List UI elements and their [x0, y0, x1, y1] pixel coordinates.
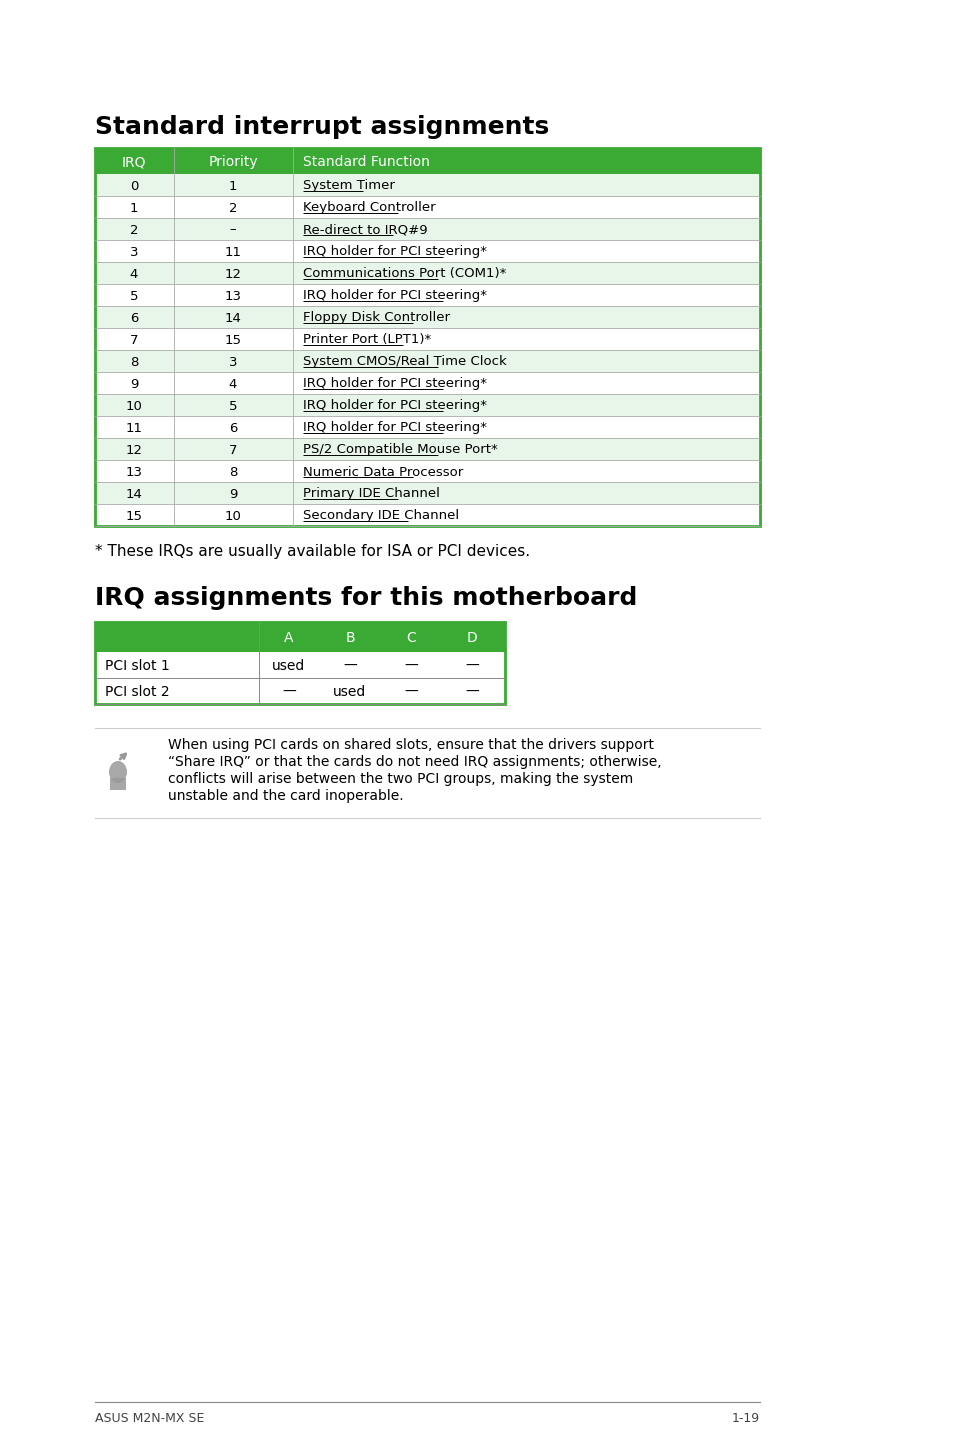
- Text: 14: 14: [224, 312, 241, 325]
- Text: ASUS M2N-MX SE: ASUS M2N-MX SE: [95, 1412, 204, 1425]
- Text: 11: 11: [126, 421, 142, 434]
- Text: IRQ assignments for this motherboard: IRQ assignments for this motherboard: [95, 587, 637, 610]
- Text: 1: 1: [130, 201, 138, 214]
- Text: IRQ: IRQ: [122, 155, 146, 170]
- Text: 11: 11: [224, 246, 241, 259]
- Text: IRQ holder for PCI steering*: IRQ holder for PCI steering*: [303, 246, 486, 259]
- Text: 4: 4: [130, 267, 138, 280]
- Text: PCI slot 1: PCI slot 1: [105, 659, 170, 673]
- Text: Secondary IDE Channel: Secondary IDE Channel: [303, 509, 458, 522]
- Text: B: B: [345, 631, 355, 646]
- Text: used: used: [273, 659, 305, 673]
- Text: unstable and the card inoperable.: unstable and the card inoperable.: [168, 789, 403, 802]
- Text: * These IRQs are usually available for ISA or PCI devices.: * These IRQs are usually available for I…: [95, 544, 530, 559]
- Text: 13: 13: [224, 289, 241, 302]
- Bar: [95, 623, 504, 705]
- Text: 5: 5: [229, 400, 237, 413]
- Bar: [95, 328, 760, 349]
- Text: 8: 8: [229, 466, 237, 479]
- Text: IRQ holder for PCI steering*: IRQ holder for PCI steering*: [303, 289, 486, 302]
- Text: 6: 6: [130, 312, 138, 325]
- Text: IRQ holder for PCI steering*: IRQ holder for PCI steering*: [303, 378, 486, 391]
- Text: Keyboard Controller: Keyboard Controller: [303, 201, 436, 214]
- Text: 15: 15: [126, 509, 142, 522]
- Bar: [110, 778, 126, 789]
- Bar: [95, 503, 760, 526]
- Text: 1: 1: [229, 180, 237, 193]
- Text: PS/2 Compatible Mouse Port*: PS/2 Compatible Mouse Port*: [303, 443, 497, 456]
- Text: —: —: [465, 684, 478, 699]
- Text: System CMOS/Real Time Clock: System CMOS/Real Time Clock: [303, 355, 506, 368]
- Text: IRQ holder for PCI steering*: IRQ holder for PCI steering*: [303, 421, 486, 434]
- Text: —: —: [282, 684, 295, 699]
- Text: Floppy Disk Controller: Floppy Disk Controller: [303, 312, 450, 325]
- Text: 12: 12: [126, 443, 142, 456]
- Text: 7: 7: [229, 443, 237, 456]
- Text: 8: 8: [130, 355, 138, 368]
- Text: PCI slot 2: PCI slot 2: [105, 684, 170, 699]
- Bar: [95, 394, 760, 416]
- Text: 7: 7: [130, 334, 138, 347]
- Text: A: A: [284, 631, 294, 646]
- Text: Printer Port (LPT1)*: Printer Port (LPT1)*: [303, 334, 431, 347]
- Text: —: —: [465, 659, 478, 673]
- Text: 6: 6: [229, 421, 237, 434]
- Text: 5: 5: [130, 289, 138, 302]
- Text: Priority: Priority: [208, 155, 257, 170]
- Text: 0: 0: [130, 180, 138, 193]
- Text: —: —: [404, 659, 417, 673]
- Text: Numeric Data Processor: Numeric Data Processor: [303, 466, 463, 479]
- Bar: [95, 148, 760, 526]
- Text: conflicts will arise between the two PCI groups, making the system: conflicts will arise between the two PCI…: [168, 772, 633, 787]
- Text: 14: 14: [126, 487, 142, 500]
- Bar: [95, 677, 504, 705]
- Bar: [95, 482, 760, 503]
- Text: C: C: [406, 631, 416, 646]
- Text: When using PCI cards on shared slots, ensure that the drivers support: When using PCI cards on shared slots, en…: [168, 738, 654, 752]
- Text: 3: 3: [229, 355, 237, 368]
- Bar: [95, 219, 760, 240]
- Text: —: —: [343, 659, 356, 673]
- Bar: [95, 372, 760, 394]
- Text: “Share IRQ” or that the cards do not need IRQ assignments; otherwise,: “Share IRQ” or that the cards do not nee…: [168, 755, 661, 769]
- Bar: [95, 174, 760, 196]
- Text: 10: 10: [224, 509, 241, 522]
- Bar: [95, 196, 760, 219]
- Text: 1-19: 1-19: [731, 1412, 760, 1425]
- Text: 9: 9: [130, 378, 138, 391]
- Text: 3: 3: [130, 246, 138, 259]
- Bar: [95, 460, 760, 482]
- Ellipse shape: [109, 761, 127, 784]
- Text: Primary IDE Channel: Primary IDE Channel: [303, 487, 439, 500]
- FancyArrowPatch shape: [120, 754, 126, 759]
- Text: Standard interrupt assignments: Standard interrupt assignments: [95, 115, 549, 139]
- Text: 10: 10: [126, 400, 142, 413]
- Text: 13: 13: [126, 466, 142, 479]
- Text: –: –: [230, 223, 236, 236]
- Text: IRQ holder for PCI steering*: IRQ holder for PCI steering*: [303, 400, 486, 413]
- Bar: [95, 262, 760, 283]
- Bar: [95, 416, 760, 439]
- Text: 15: 15: [224, 334, 241, 347]
- Bar: [95, 283, 760, 306]
- Text: 12: 12: [224, 267, 241, 280]
- Bar: [95, 240, 760, 262]
- Bar: [95, 623, 504, 651]
- Text: Re-direct to IRQ#9: Re-direct to IRQ#9: [303, 223, 427, 236]
- Bar: [95, 651, 504, 677]
- Text: 2: 2: [130, 223, 138, 236]
- Bar: [95, 148, 760, 174]
- Text: —: —: [404, 684, 417, 699]
- Text: Communications Port (COM1)*: Communications Port (COM1)*: [303, 267, 506, 280]
- Text: 2: 2: [229, 201, 237, 214]
- Bar: [95, 349, 760, 372]
- Bar: [95, 306, 760, 328]
- Text: System Timer: System Timer: [303, 180, 395, 193]
- Text: 4: 4: [229, 378, 237, 391]
- Text: 9: 9: [229, 487, 237, 500]
- Text: used: used: [333, 684, 366, 699]
- Text: Standard Function: Standard Function: [303, 155, 430, 170]
- Text: D: D: [466, 631, 476, 646]
- Bar: [95, 439, 760, 460]
